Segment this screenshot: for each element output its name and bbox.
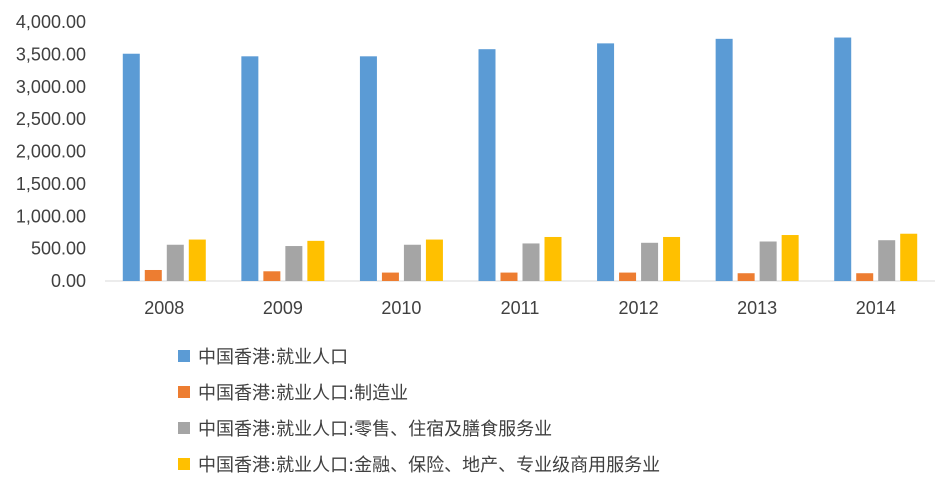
y-tick-label: 1,500.00	[16, 174, 86, 194]
bar-series-3-2014	[878, 240, 896, 281]
bar-series-3-2009	[285, 246, 303, 281]
x-tick-label: 2013	[737, 298, 777, 318]
y-tick-label: 3,000.00	[16, 77, 86, 97]
bar-series-2-2012	[619, 272, 637, 281]
bar-series-1-2009	[241, 56, 259, 281]
bar-series-2-2014	[856, 273, 874, 281]
legend-label: 中国香港:就业人口:金融、保险、地产、专业级商用服务业	[198, 455, 661, 476]
bar-series-2-2011	[500, 272, 518, 281]
bar-series-1-2010	[359, 56, 377, 281]
bar-series-4-2009	[307, 240, 325, 281]
legend-swatch	[178, 458, 190, 470]
bar-series-1-2013	[715, 38, 733, 282]
bar-series-3-2012	[641, 242, 659, 281]
x-tick-label: 2010	[381, 298, 421, 318]
bar-series-3-2011	[522, 243, 540, 281]
legend-item: 中国香港:就业人口:零售、住宿及膳食服务业	[178, 410, 660, 446]
y-axis: 0.00 500.00 1,000.00 1,500.00 2,000.00 2,500.…	[16, 12, 86, 291]
y-tick-label: 4,000.00	[16, 12, 86, 32]
bar-series-1-2012	[597, 43, 615, 282]
bar-series-4-2013	[781, 235, 799, 281]
legend-label: 中国香港:就业人口	[198, 347, 349, 368]
bar-series-3-2013	[759, 241, 777, 281]
legend-item: 中国香港:就业人口:制造业	[178, 374, 660, 410]
x-tick-label: 2011	[501, 298, 540, 318]
bar-series-2-2010	[381, 272, 399, 281]
y-tick-label: 1,000.00	[16, 206, 86, 226]
bar-series-3-2008	[166, 244, 184, 281]
x-tick-label: 2008	[144, 298, 184, 318]
chart-plot: 0.00 500.00 1,000.00 1,500.00 2,000.00 2,500.…	[16, 12, 935, 318]
y-tick-label: 2,500.00	[16, 109, 86, 129]
bar-series-2-2013	[737, 273, 755, 281]
y-tick-label: 0.00	[51, 271, 86, 291]
legend: 中国香港:就业人口中国香港:就业人口:制造业中国香港:就业人口:零售、住宿及膳食…	[178, 338, 660, 482]
bar-series-2-2008	[144, 269, 162, 281]
legend-label: 中国香港:就业人口:制造业	[198, 383, 409, 404]
legend-swatch	[178, 422, 190, 434]
bar-series-4-2008	[188, 239, 206, 281]
bar-series-1-2014	[834, 37, 852, 281]
x-tick-label: 2009	[263, 298, 303, 318]
x-tick-label: 2012	[619, 298, 659, 318]
legend-swatch	[178, 386, 190, 398]
y-tick-label: 500.00	[31, 239, 86, 259]
y-tick-label: 2,000.00	[16, 142, 86, 162]
legend-label: 中国香港:就业人口:零售、住宿及膳食服务业	[198, 419, 553, 440]
legend-item: 中国香港:就业人口:金融、保险、地产、专业级商用服务业	[178, 446, 660, 482]
legend-item: 中国香港:就业人口	[178, 338, 660, 374]
bars-group	[122, 37, 918, 282]
x-axis: 2008 2009 2010 2011 2012 2013 2014	[144, 298, 895, 318]
bar-series-1-2011	[478, 49, 496, 281]
legend-swatch	[178, 350, 190, 362]
y-tick-label: 3,500.00	[16, 44, 86, 64]
bar-series-1-2008	[122, 53, 140, 281]
x-tick-label: 2014	[856, 298, 896, 318]
bar-series-3-2010	[403, 244, 421, 281]
bar-series-4-2012	[663, 236, 681, 281]
bar-series-4-2010	[425, 239, 443, 281]
bar-series-4-2014	[900, 233, 918, 281]
bar-series-4-2011	[544, 236, 562, 281]
bar-series-2-2009	[263, 271, 281, 281]
